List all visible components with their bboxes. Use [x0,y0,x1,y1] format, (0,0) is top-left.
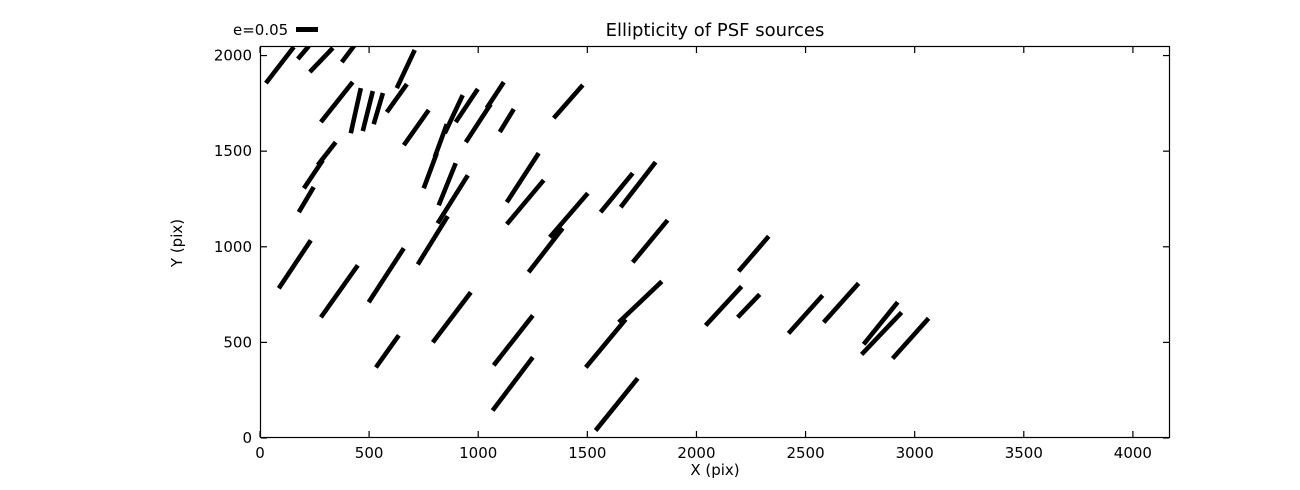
psf-ellipticity-stick [786,293,825,335]
x-tick-label: 2000 [677,444,715,462]
psf-ellipticity-stick [360,90,376,132]
y-tick-label: 2000 [214,47,252,65]
psf-ellipticity-stick [339,46,357,64]
y-tick-label: 0 [242,429,252,447]
psf-ellipticity-stick [401,108,431,147]
stick-group [264,46,931,432]
x-tick-label: 3500 [1005,444,1043,462]
psf-ellipticity-stick [703,284,744,327]
psf-ellipticity-stick [463,102,493,144]
psf-ellipticity-stick [296,46,311,61]
psf-ellipticity-stick [497,107,516,134]
psf-ellipticity-stick [435,174,470,225]
psf-ellipticity-stick [430,290,473,344]
psf-ellipticity-stick [319,80,355,124]
psf-ellipticity-stick [505,178,546,226]
psf-ellipticity-stick [593,376,640,432]
x-tick-label: 2500 [786,444,824,462]
psf-ellipticity-stick [366,247,406,304]
psf-ellipticity-stick [821,281,861,324]
psf-ellipticity-stick [442,94,465,135]
psf-ellipticity-stick [319,263,360,319]
psf-ellipticity-stick [490,355,535,412]
psf-ellipticity-stick [890,316,931,361]
psf-ellipticity-stick [415,214,450,266]
psf-ellipticity-stick [548,191,590,239]
psf-ellipticity-stick [598,171,635,214]
psf-ellipticity-stick [308,46,335,74]
psf-ellipticity-stick [736,292,762,319]
psf-ellipticity-stick [315,140,338,167]
psf-ellipticity-stick [504,151,541,204]
x-tick-label: 1500 [568,444,606,462]
psf-ellipticity-stick [617,279,664,324]
psf-ellipticity-stick [736,234,771,273]
y-tick-label: 1000 [214,238,252,256]
psf-ellipticity-stick [618,160,658,209]
chart-title: Ellipticity of PSF sources [605,20,825,41]
psf-ellipticity-stick [296,185,316,214]
x-tick-label: 3000 [896,444,934,462]
psf-ellipticity-stick [276,239,313,290]
legend-scale-bar-icon [296,27,319,32]
legend-label: e=0.05 [233,20,289,39]
psf-ellipticity-stick [491,313,535,367]
axes-frame [259,45,1171,439]
psf-ellipticity-stick [264,46,296,85]
psf-ellipticity-stick [453,87,480,124]
x-axis-label: X (pix) [690,461,740,479]
psf-ellipticity-stick [384,82,409,114]
psf-ellipticity-stick [551,83,585,120]
psf-ellipticity-stick [394,49,417,90]
psf-ellipticity-stick [436,162,458,207]
psf-ellipticity-stick [484,80,506,110]
psf-ellipticity-stick [371,92,386,125]
x-tick-label: 500 [355,444,384,462]
psf-ellipticity-stick [348,87,364,134]
x-tick-label: 1000 [459,444,497,462]
psf-ellipticity-stick [421,152,439,190]
psf-ellipticity-stick [584,317,628,369]
psf-ellipticity-stick [374,333,401,369]
y-axis-label: Y (pix) [168,218,186,268]
y-tick-label: 1500 [214,142,252,160]
y-tick-label: 500 [223,333,252,351]
x-tick-label: 0 [255,444,265,462]
psf-ellipticity-stick [526,226,565,274]
legend: e=0.05 [233,20,319,39]
psf-ellipticity-stick [630,218,670,264]
x-tick-label: 4000 [1114,444,1152,462]
psf-ellipticity-stick [861,300,900,346]
psf-ellipticity-stick [859,310,904,356]
